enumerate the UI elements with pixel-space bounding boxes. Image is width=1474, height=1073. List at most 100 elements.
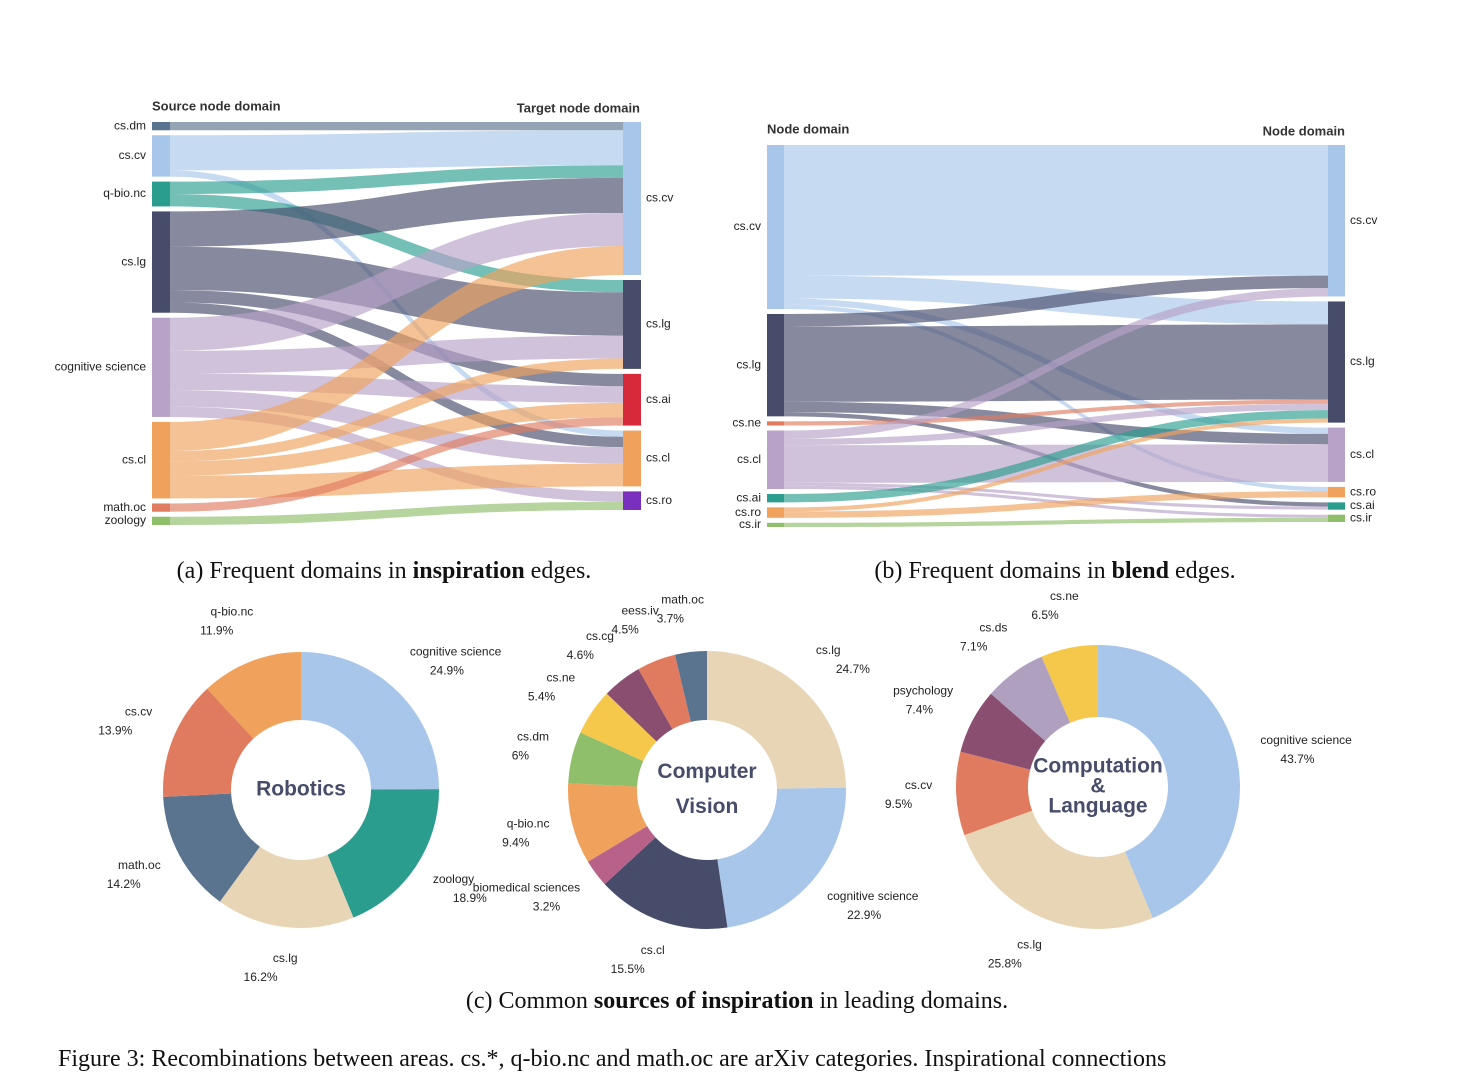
donut-slice [327, 789, 439, 918]
donut-center-label: Vision [676, 795, 739, 818]
slice-percent: 11.9% [200, 624, 233, 638]
figure-caption: Figure 3: Recombinations between areas. … [58, 1046, 1167, 1072]
source-title: Source node domain [152, 98, 281, 113]
donut-slice [604, 837, 728, 929]
slice-name: cs.dm [517, 730, 549, 744]
caption-b: (b) Frequent domains in blend edges. [874, 558, 1235, 585]
sankey-link [170, 212, 623, 351]
donut-center-label: & [1090, 775, 1105, 798]
slice-percent: 4.6% [567, 648, 595, 662]
source-node [767, 494, 784, 503]
slice-percent: 3.7% [657, 611, 685, 625]
source-label: cs.ro [735, 505, 761, 519]
slice-percent: 6.5% [1031, 608, 1059, 622]
slice-name: biomedical sciences [473, 881, 580, 895]
target-label: cs.ro [1350, 484, 1376, 498]
sankey-link [784, 145, 1328, 276]
donut-slice [568, 783, 648, 862]
source-node [152, 135, 170, 177]
caption-text: in leading domains. [819, 988, 1009, 1014]
source-label: cs.cv [734, 219, 761, 233]
donut-slice [1041, 645, 1098, 723]
target-title: Node domain [1263, 123, 1345, 138]
donut-slice [207, 652, 301, 739]
caption-bold: inspiration [412, 558, 525, 584]
source-node [152, 503, 170, 512]
caption-bold: sources of inspiration [593, 988, 814, 1014]
slice-percent: 25.8% [988, 957, 1022, 971]
sankey-link [170, 358, 623, 462]
source-label: math.oc [103, 500, 146, 514]
source-node [152, 122, 170, 131]
donut-slice [990, 656, 1071, 742]
target-node [1328, 301, 1345, 423]
donut-slice [674, 651, 707, 722]
caption-bold: blend [1111, 558, 1170, 584]
source-label: cs.ai [736, 490, 761, 504]
sankey-link [170, 246, 623, 451]
slice-percent: 24.9% [430, 663, 464, 677]
sankey-link [784, 517, 1328, 527]
target-node [1328, 145, 1345, 297]
target-label: cs.lg [646, 317, 671, 331]
donut-slice [707, 651, 846, 789]
slice-percent: 43.7% [1280, 752, 1314, 766]
slice-name: zoology [433, 872, 474, 886]
sankey-link [170, 402, 623, 476]
sankey-link [170, 463, 623, 499]
target-node [623, 430, 641, 487]
slice-percent: 24.7% [836, 662, 870, 676]
sankey-link [784, 491, 1328, 518]
source-node [152, 211, 170, 313]
caption-a: (a) Frequent domains in inspiration edge… [177, 558, 592, 585]
slice-percent: 22.9% [847, 908, 881, 922]
source-label: cs.dm [114, 118, 146, 132]
source-label: cs.cl [122, 452, 146, 466]
sankey-link [784, 403, 1328, 446]
donut-slice [955, 751, 1033, 836]
source-node [152, 516, 170, 525]
target-label: cs.cl [1350, 447, 1374, 461]
target-label: cs.cv [646, 191, 673, 205]
sankey-link [170, 373, 623, 403]
donut-slice [163, 793, 260, 902]
sankey-link [784, 275, 1328, 327]
caption-text: edges. [1175, 558, 1236, 584]
slice-name: math.oc [661, 592, 704, 606]
target-node [623, 122, 641, 275]
donut-slice [568, 732, 644, 787]
sankey-link [784, 482, 1328, 510]
source-label: cs.lg [736, 357, 761, 371]
donut-slice [163, 688, 254, 797]
slice-name: cs.cv [905, 778, 932, 792]
source-node [767, 145, 784, 309]
slice-percent: 16.2% [244, 970, 278, 984]
slice-percent: 9.5% [885, 797, 913, 811]
slice-name: cs.cv [125, 704, 152, 718]
sankey-link [784, 288, 1328, 439]
slice-percent: 13.9% [98, 723, 132, 737]
slice-name: eess.iv [621, 604, 658, 618]
target-label: cs.cv [1350, 213, 1377, 227]
slice-name: cs.cl [641, 943, 665, 957]
slice-name: cs.ne [1050, 589, 1079, 603]
source-title: Node domain [767, 121, 849, 136]
slice-name: cs.lg [273, 951, 298, 965]
donut-slice [580, 693, 657, 762]
target-node [1328, 502, 1345, 510]
target-node [623, 373, 641, 426]
slice-percent: 7.4% [906, 703, 934, 717]
slice-name: cs.lg [816, 643, 841, 657]
slice-percent: 14.2% [107, 877, 141, 891]
source-label: cs.ne [732, 416, 761, 430]
sankey-link [170, 417, 623, 512]
source-node [767, 430, 784, 490]
slice-percent: 4.5% [611, 623, 639, 637]
target-label: cs.ro [646, 493, 672, 507]
caption-text: (a) Frequent domains in [176, 558, 407, 584]
donut-slice [219, 846, 354, 929]
donut-center-label: Computer [657, 760, 756, 783]
donut-slice [960, 693, 1046, 770]
source-label: zoology [105, 513, 146, 527]
